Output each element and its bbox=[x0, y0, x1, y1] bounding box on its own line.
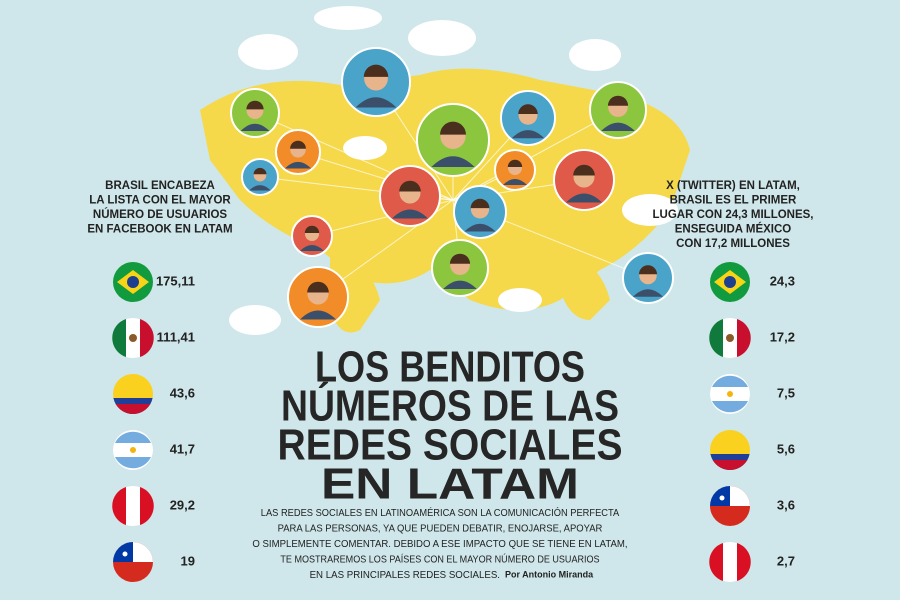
flag-part bbox=[113, 542, 133, 562]
left-value: 41,7 bbox=[170, 441, 195, 456]
flag-part bbox=[712, 460, 748, 470]
avatar-body bbox=[633, 289, 663, 297]
avatar-body bbox=[355, 97, 397, 108]
right-heading: X (TWITTER) EN LATAM, bbox=[666, 180, 800, 192]
avatar-hair bbox=[304, 225, 320, 233]
speech-bubble bbox=[569, 39, 621, 71]
flag-part bbox=[726, 334, 734, 342]
body-line: O SIMPLEMENTE COMENTAR. DEBIDO A ESE IMP… bbox=[252, 538, 627, 550]
title-line: REDES SOCIALES bbox=[278, 421, 623, 470]
avatar-hair bbox=[307, 281, 329, 293]
avatar-body bbox=[464, 223, 496, 232]
speech-bubble bbox=[343, 136, 387, 160]
avatar-hair bbox=[573, 164, 595, 176]
flag-part bbox=[709, 319, 723, 357]
flag-part bbox=[710, 486, 730, 506]
left-value: 29,2 bbox=[170, 497, 195, 512]
speech-bubble bbox=[408, 20, 476, 56]
right-value: 3,6 bbox=[777, 497, 795, 512]
right-value: 17,2 bbox=[770, 329, 795, 344]
title-line: EN LATAM bbox=[321, 460, 579, 509]
avatar-hair bbox=[253, 167, 267, 175]
avatar-hair bbox=[246, 100, 264, 110]
avatar-hair bbox=[639, 265, 657, 275]
right-value: 2,7 bbox=[777, 553, 795, 568]
flag-part bbox=[129, 334, 137, 342]
flag-part bbox=[112, 319, 126, 357]
speech-bubble bbox=[622, 194, 678, 226]
right-heading: ENSEGUIDA MÉXICO bbox=[675, 223, 792, 236]
left-value: 111,41 bbox=[157, 329, 195, 344]
flag-part bbox=[712, 401, 748, 413]
right-heading: CON 17,2 MILLONES bbox=[676, 238, 790, 250]
flag-part bbox=[737, 543, 751, 581]
right-heading: BRASIL ES EL PRIMER bbox=[670, 195, 797, 207]
flag-part bbox=[130, 447, 136, 453]
title-line: LOS BENDITOS bbox=[315, 343, 585, 392]
avatar-hair bbox=[607, 95, 629, 106]
body-line: EN LAS PRINCIPALES REDES SOCIALES. bbox=[310, 569, 500, 581]
avatar-body bbox=[249, 185, 271, 191]
avatar-hair bbox=[440, 121, 466, 135]
avatar-body bbox=[300, 245, 324, 251]
avatar-body bbox=[284, 161, 312, 169]
title-line: NÚMEROS DE LAS bbox=[281, 381, 619, 431]
right-heading: LUGAR CON 24,3 MILLONES, bbox=[652, 209, 813, 221]
right-value: 5,6 bbox=[777, 441, 795, 456]
avatar-hair bbox=[449, 253, 471, 264]
left-heading: BRASIL ENCABEZA bbox=[105, 180, 215, 192]
decoration bbox=[229, 6, 678, 335]
flag-part bbox=[719, 495, 725, 501]
flag-part bbox=[737, 319, 751, 357]
avatar-hair bbox=[399, 180, 421, 192]
avatar-body bbox=[503, 179, 527, 185]
speech-bubble bbox=[314, 6, 382, 30]
body-line: LAS REDES SOCIALES EN LATINOAMÉRICA SON … bbox=[261, 506, 619, 519]
flag-part bbox=[115, 404, 151, 414]
left-heading: NÚMERO DE USUARIOS bbox=[93, 208, 228, 221]
avatar-hair bbox=[290, 140, 306, 149]
avatar-hair bbox=[518, 104, 538, 114]
body-line: TE MOSTRAREMOS LOS PAÍSES CON EL MAYOR N… bbox=[280, 552, 599, 565]
flag-part bbox=[140, 487, 154, 525]
speech-bubble bbox=[498, 288, 542, 312]
flag-part bbox=[127, 276, 139, 288]
avatar-body bbox=[300, 310, 336, 320]
connector bbox=[452, 109, 619, 201]
avatar-body bbox=[443, 280, 477, 289]
left-value: 43,6 bbox=[170, 385, 195, 400]
body-line: PARA LAS PERSONAS, YA QUE PUEDEN DEBATIR… bbox=[278, 522, 603, 534]
flag-part bbox=[709, 543, 723, 581]
speech-bubble bbox=[229, 305, 281, 335]
flag-part bbox=[112, 487, 126, 525]
flag-part bbox=[122, 551, 128, 557]
left-value: 19 bbox=[181, 553, 195, 568]
left-heading: LA LISTA CON EL MAYOR bbox=[89, 195, 231, 207]
avatar-hair bbox=[363, 64, 389, 77]
avatar-body bbox=[601, 122, 635, 131]
flag-part bbox=[724, 276, 736, 288]
right-value: 24,3 bbox=[770, 273, 795, 288]
left-heading: EN FACEBOOK EN LATAM bbox=[87, 224, 232, 236]
flag-part bbox=[115, 457, 151, 469]
flag-part bbox=[115, 431, 151, 443]
flag-part bbox=[140, 319, 154, 357]
avatar-body bbox=[392, 209, 428, 219]
right-value: 7,5 bbox=[777, 385, 795, 400]
flag-part bbox=[727, 391, 733, 397]
speech-bubble bbox=[238, 34, 298, 70]
avatar-hair bbox=[507, 159, 523, 167]
avatar-body bbox=[431, 156, 475, 167]
avatar-hair bbox=[470, 198, 490, 209]
flag-part bbox=[712, 375, 748, 387]
avatar-body bbox=[511, 130, 545, 139]
left-value: 175,11 bbox=[156, 273, 195, 288]
avatar-body bbox=[566, 193, 602, 203]
avatar-body bbox=[240, 123, 270, 131]
byline: Por Antonio Miranda bbox=[505, 569, 594, 579]
